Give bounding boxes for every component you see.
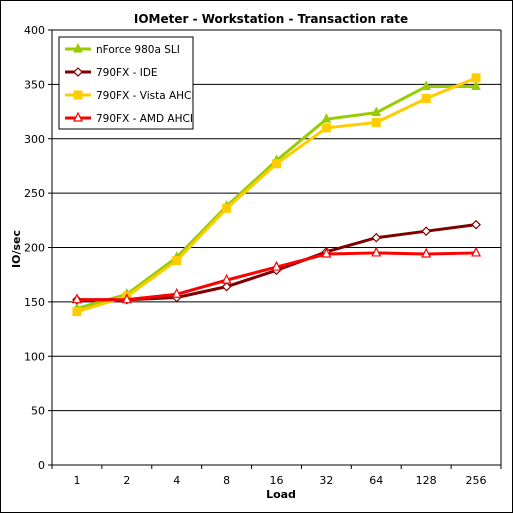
legend-label: 790FX - Vista AHCI (96, 90, 194, 102)
legend-item: 790FX - Vista AHCI (65, 90, 194, 102)
chart-title: IOMeter - Workstation - Transaction rate (134, 12, 408, 26)
x-tick-label: 8 (223, 474, 230, 487)
legend-label: 790FX - AMD AHCI (96, 113, 193, 125)
y-tick-label: 50 (31, 405, 45, 418)
x-tick-label: 32 (319, 474, 333, 487)
x-tick-label: 1 (73, 474, 80, 487)
x-tick-label: 64 (369, 474, 383, 487)
x-tick-label: 16 (270, 474, 284, 487)
data-point (371, 246, 382, 257)
x-axis-label: Load (266, 488, 296, 501)
data-point (321, 247, 332, 258)
y-tick-label: 200 (24, 242, 45, 255)
data-point (471, 246, 482, 257)
data-point (321, 113, 332, 123)
legend-item: 790FX - IDE (65, 67, 158, 79)
legend-swatch-marker (73, 42, 83, 53)
data-point (421, 247, 432, 258)
y-tick-label: 400 (24, 24, 45, 37)
data-point (421, 80, 431, 91)
data-point (471, 73, 481, 83)
y-tick-label: 250 (24, 187, 45, 200)
series-4 (71, 246, 482, 304)
x-tick-label: 128 (416, 474, 437, 487)
data-point (321, 123, 331, 133)
plot-area: 0 50 100 150 200 250 300 350 400 1 2 4 8 16 32 64 128 256 (24, 24, 502, 487)
data-point (171, 287, 182, 298)
data-point (371, 106, 382, 117)
data-point (371, 232, 382, 243)
data-point (221, 281, 232, 292)
series-line (76, 251, 477, 302)
data-point (471, 80, 481, 91)
x-tick-label: 256 (466, 474, 487, 487)
data-point (271, 260, 282, 271)
x-tick-label: 4 (173, 474, 180, 487)
data-point (71, 293, 82, 304)
y-tick-label: 300 (24, 133, 45, 146)
legend-swatch-marker (73, 111, 83, 122)
data-point (371, 117, 381, 127)
data-point (421, 226, 432, 237)
data-point (121, 293, 132, 304)
legend-swatch-marker (73, 90, 83, 100)
y-tick-label: 0 (38, 459, 45, 472)
legend-label: 790FX - IDE (96, 67, 158, 79)
data-point (272, 159, 281, 169)
legend-swatch-marker (73, 67, 83, 77)
y-tick-label: 350 (24, 78, 45, 91)
y-tick-label: 150 (24, 296, 45, 309)
data-point (72, 307, 82, 317)
legend-item: nForce 980a SLI (65, 42, 180, 56)
legend-item: 790FX - AMD AHCI (65, 111, 193, 125)
legend: nForce 980a SLI 790FX - IDE 790FX - Vista … (58, 36, 194, 130)
data-point (471, 219, 481, 230)
data-point (221, 273, 232, 284)
y-tick-label: 100 (24, 350, 45, 363)
y-axis-label: IO/sec (10, 230, 23, 268)
data-point (172, 256, 182, 266)
x-tick-label: 2 (123, 474, 130, 487)
legend-label: nForce 980a SLI (96, 44, 180, 56)
data-point (421, 94, 431, 104)
data-point (222, 203, 232, 213)
